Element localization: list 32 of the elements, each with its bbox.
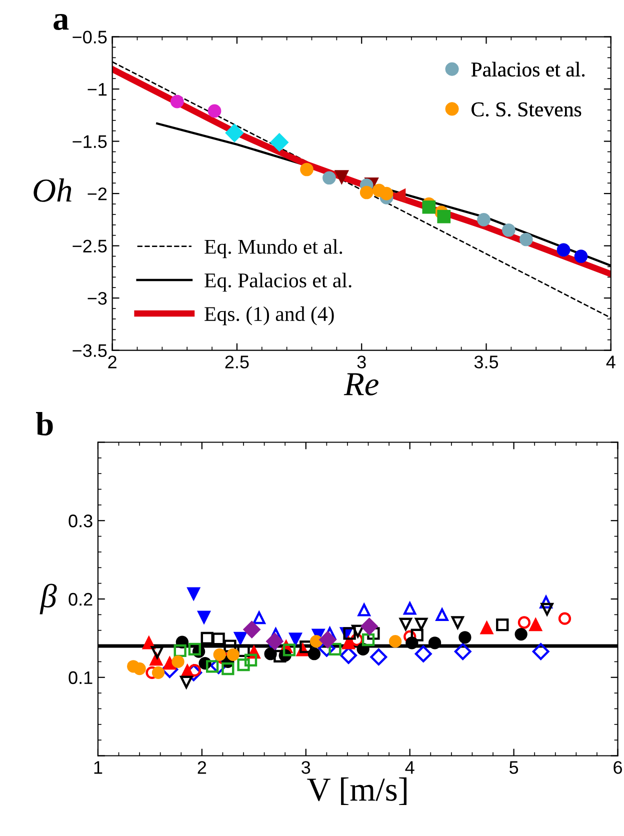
- legend-label: Eq. Palacios et al.: [204, 272, 352, 292]
- x-tick-label: 4: [606, 356, 616, 368]
- x-tick-label: 4: [405, 761, 414, 774]
- x-axis-title: V [m/s]: [307, 777, 406, 806]
- x-tick-label: 6: [614, 761, 622, 774]
- x-tick-label: 5: [510, 761, 518, 774]
- x-tick-label: 1: [94, 761, 102, 774]
- x-tick-label: 2: [198, 761, 206, 774]
- y-tick-label: −3.5: [72, 344, 107, 358]
- chart-title: a: [54, 14, 69, 30]
- y-tick-label: −1.5: [72, 135, 107, 148]
- x-tick-label: 3: [357, 356, 366, 368]
- legend-label: Palacios et al.: [471, 62, 585, 77]
- y-tick-label: 0.3: [68, 514, 92, 528]
- legend-label: C. S. Stevens: [472, 102, 582, 117]
- y-tick-label: 0.1: [68, 671, 92, 684]
- y-tick-label: −1: [88, 83, 107, 96]
- x-tick-label: 2: [108, 356, 116, 368]
- legend-label: Eq. Mundo et al.: [204, 239, 342, 258]
- x-tick-label: 3.5: [474, 356, 498, 368]
- y-tick-label: −0.5: [72, 30, 107, 44]
- y-axis-title: Oh: [34, 178, 72, 202]
- x-tick-label: 2.5: [225, 356, 249, 368]
- y-tick-label: −3: [88, 292, 107, 305]
- chart-title: b: [36, 412, 53, 436]
- x-axis-title: Re: [344, 373, 378, 396]
- x-tick-label: 3: [302, 761, 310, 774]
- y-tick-label: 0.2: [68, 592, 92, 606]
- y-tick-label: −2.5: [72, 240, 107, 253]
- legend-label: Eqs. (1) and (4): [204, 306, 334, 326]
- y-axis-title: β: [40, 584, 57, 614]
- y-tick-label: −2: [88, 187, 107, 200]
